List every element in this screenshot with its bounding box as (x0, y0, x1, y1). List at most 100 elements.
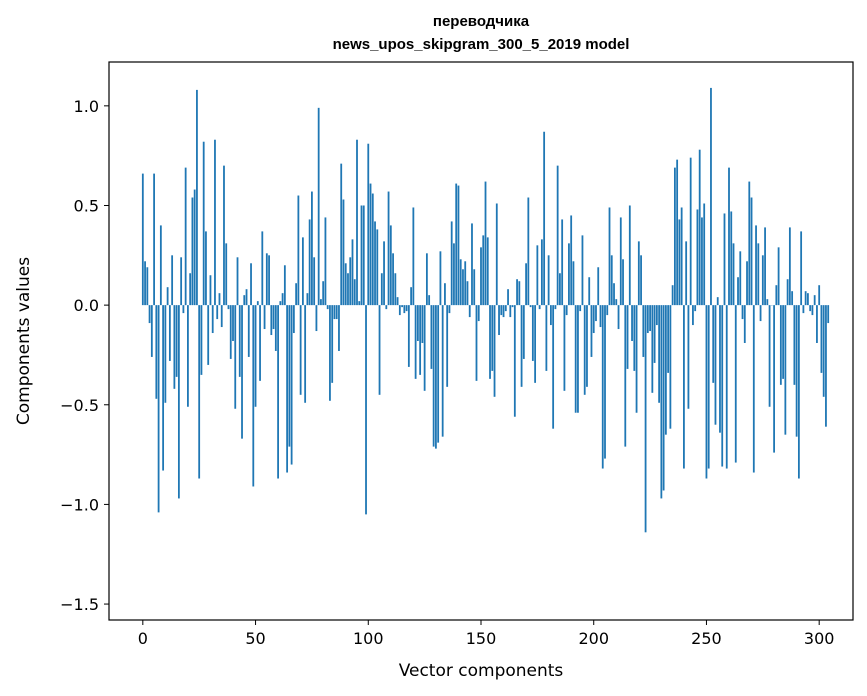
bar (238, 305, 241, 377)
bar (619, 217, 622, 306)
bar (608, 207, 611, 306)
bar (689, 157, 692, 306)
bar (480, 247, 482, 306)
bar (180, 257, 183, 306)
bar (631, 305, 633, 341)
bar (730, 211, 733, 306)
bar (369, 183, 372, 306)
bar (777, 247, 780, 306)
bar (728, 167, 730, 306)
bar (459, 259, 462, 306)
bar (335, 305, 338, 320)
bar (705, 305, 708, 479)
bar (453, 243, 455, 306)
bar (304, 305, 307, 403)
bar (241, 305, 243, 439)
bar (471, 223, 473, 306)
bar (419, 305, 422, 375)
bar (196, 89, 198, 306)
bar (646, 305, 649, 334)
bar (464, 261, 467, 306)
bar (642, 305, 645, 357)
bar (263, 305, 266, 330)
bar (588, 277, 591, 306)
bar (680, 207, 683, 306)
bar (392, 253, 394, 306)
bar (741, 305, 744, 320)
bar (813, 295, 816, 306)
bar (338, 305, 340, 351)
bar (297, 195, 300, 306)
bar (265, 253, 268, 306)
bar (243, 295, 246, 306)
bar (721, 305, 724, 467)
bar (644, 305, 647, 533)
bar (622, 259, 624, 306)
bar (301, 237, 304, 306)
bar (450, 221, 453, 306)
bar (329, 305, 331, 401)
bar (635, 305, 638, 413)
bar (692, 305, 694, 326)
bar (513, 305, 516, 417)
bar (286, 305, 289, 473)
bar (601, 305, 604, 469)
bar (153, 173, 155, 306)
bar (398, 305, 401, 316)
bar (701, 217, 703, 306)
bar (529, 305, 532, 308)
bar (655, 305, 658, 326)
bar (351, 239, 354, 306)
bar (710, 87, 712, 306)
bar (315, 305, 318, 332)
bar (256, 301, 259, 306)
bar (468, 305, 471, 318)
bar (191, 197, 194, 306)
bar (509, 305, 512, 318)
bar (205, 231, 207, 306)
bar (804, 291, 807, 306)
bar (209, 275, 212, 306)
bar (653, 305, 656, 363)
bar (687, 305, 690, 409)
bar (795, 305, 798, 437)
bar (707, 305, 710, 469)
bar (268, 255, 270, 306)
y-tick-label: −1.5 (60, 595, 99, 614)
bar (462, 269, 464, 306)
bar (225, 243, 228, 306)
bar (825, 305, 827, 427)
bar (317, 107, 320, 306)
x-tick-label: 100 (353, 629, 384, 648)
bar (626, 305, 629, 369)
bar (816, 305, 818, 343)
bar (714, 305, 717, 425)
bar (378, 305, 381, 395)
bar (446, 305, 449, 387)
bar (457, 185, 460, 306)
bar (610, 255, 613, 306)
bar (227, 305, 230, 310)
bar (259, 305, 261, 381)
bar (367, 143, 370, 306)
bar (214, 139, 216, 306)
bar (658, 305, 661, 403)
bar (331, 305, 334, 383)
bar (595, 305, 597, 322)
bar (563, 305, 566, 391)
bar (660, 305, 663, 499)
bar (407, 305, 410, 367)
bar (292, 305, 295, 334)
bar (281, 293, 284, 306)
bar (311, 191, 313, 306)
bar (520, 305, 523, 387)
y-tick-label: 0.0 (74, 296, 99, 315)
chart-subtitle: news_upos_skipgram_300_5_2019 model (333, 36, 630, 53)
bar (746, 261, 748, 306)
bar (811, 305, 814, 316)
bar (640, 255, 642, 306)
bar (764, 227, 766, 306)
bar (283, 265, 286, 306)
bar (793, 305, 796, 385)
bar (779, 305, 782, 385)
